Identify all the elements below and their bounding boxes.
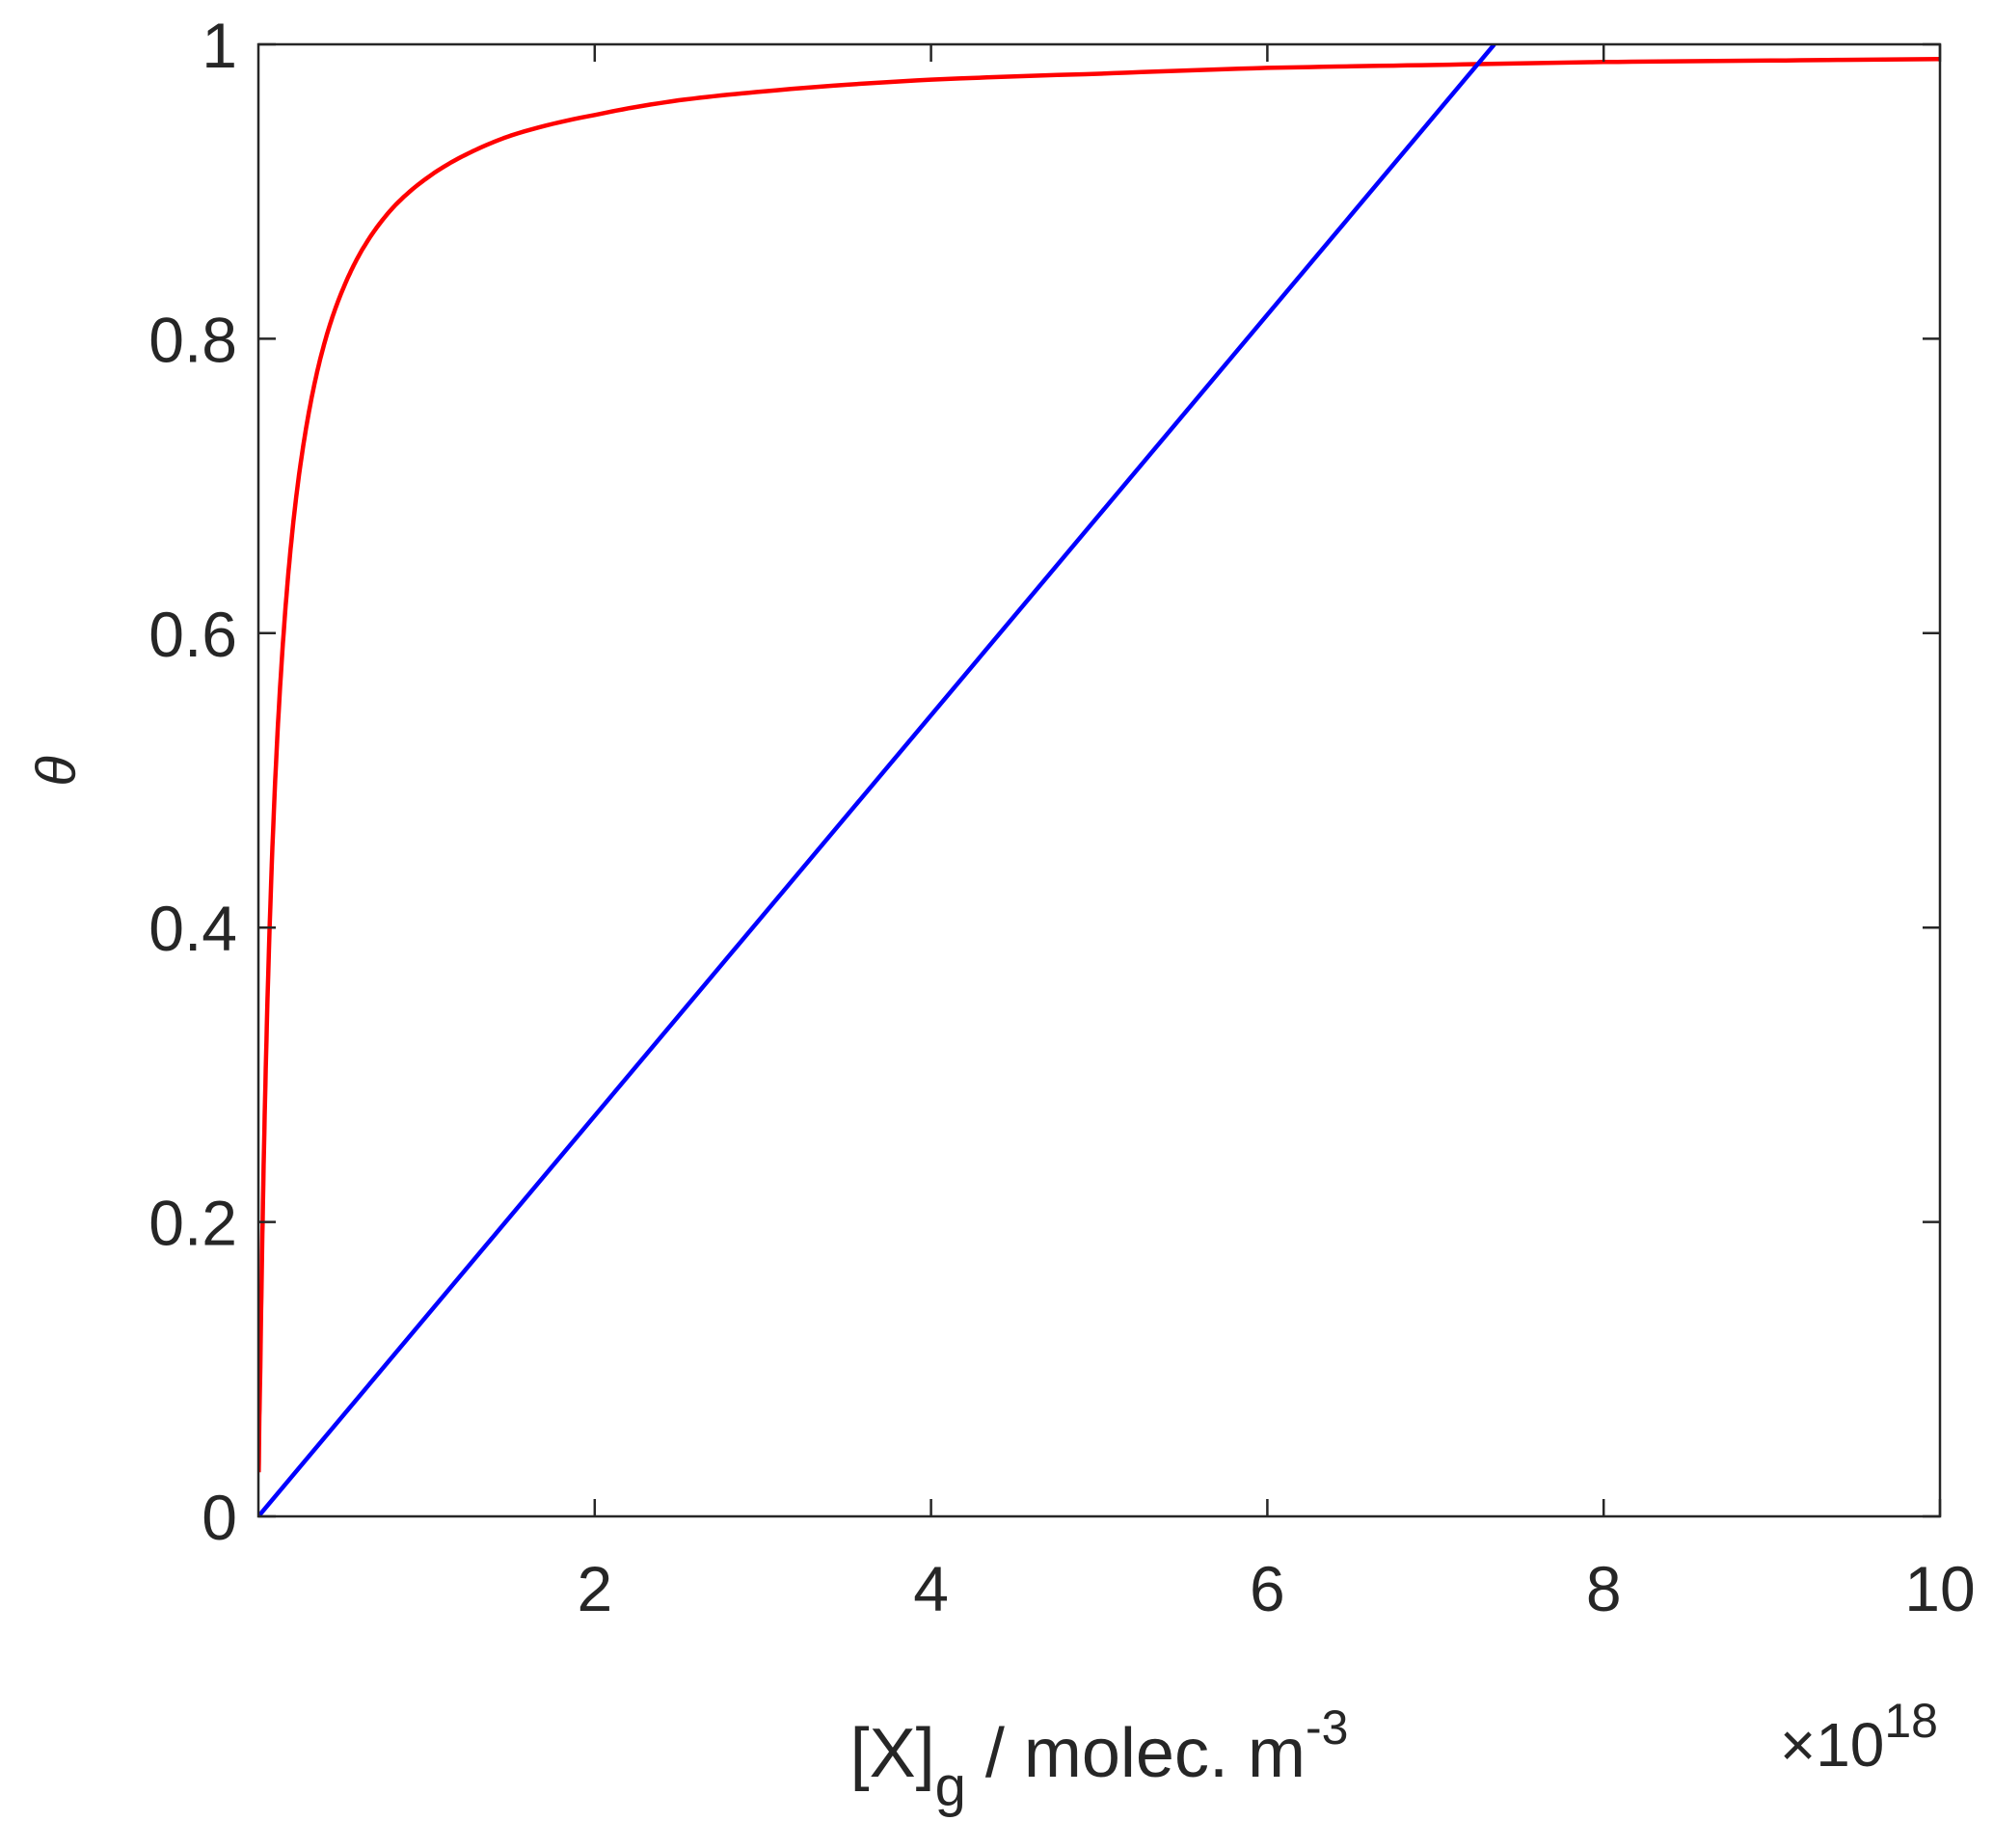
- plot-layer: [258, 44, 1940, 1516]
- x-tick-label: 4: [913, 1553, 949, 1624]
- x-axis-label: [X]g / molec. m-3: [850, 1701, 1349, 1818]
- x-axis-label-superscript: -3: [1306, 1701, 1348, 1754]
- x-axis-label-main: [X]: [850, 1715, 935, 1792]
- x-axis-label-subscript: g: [935, 1755, 966, 1818]
- x-axis-multiplier: ×1018: [1780, 1694, 1938, 1780]
- x-tick-label: 10: [1904, 1553, 1975, 1624]
- y-tick-label: 1: [202, 10, 237, 81]
- x-tick-label: 6: [1250, 1553, 1285, 1624]
- ticks-layer: 2 4 6 8 10 0 0.2 0.4 0.6 0.8 1: [148, 10, 1975, 1624]
- series-line-1: [258, 44, 1496, 1516]
- y-tick-label: 0.6: [148, 599, 237, 670]
- y-axis-label: θ: [25, 756, 88, 786]
- series-line-0: [258, 57, 1940, 1473]
- axes-box: [256, 42, 1942, 1518]
- x-axis-label-unit: / molec. m: [966, 1715, 1306, 1792]
- axes-layer: [256, 42, 1942, 1518]
- y-tick-label: 0.4: [148, 893, 237, 964]
- x-tick-label: 8: [1586, 1553, 1622, 1624]
- x-tick-label: 2: [577, 1553, 612, 1624]
- y-tick-label: 0.2: [148, 1188, 237, 1259]
- y-tick-label: 0: [202, 1482, 237, 1553]
- x-axis-multiplier-exponent: 18: [1884, 1694, 1938, 1748]
- y-tick-label: 0.8: [148, 304, 237, 375]
- x-axis-multiplier-prefix: ×10: [1780, 1710, 1885, 1780]
